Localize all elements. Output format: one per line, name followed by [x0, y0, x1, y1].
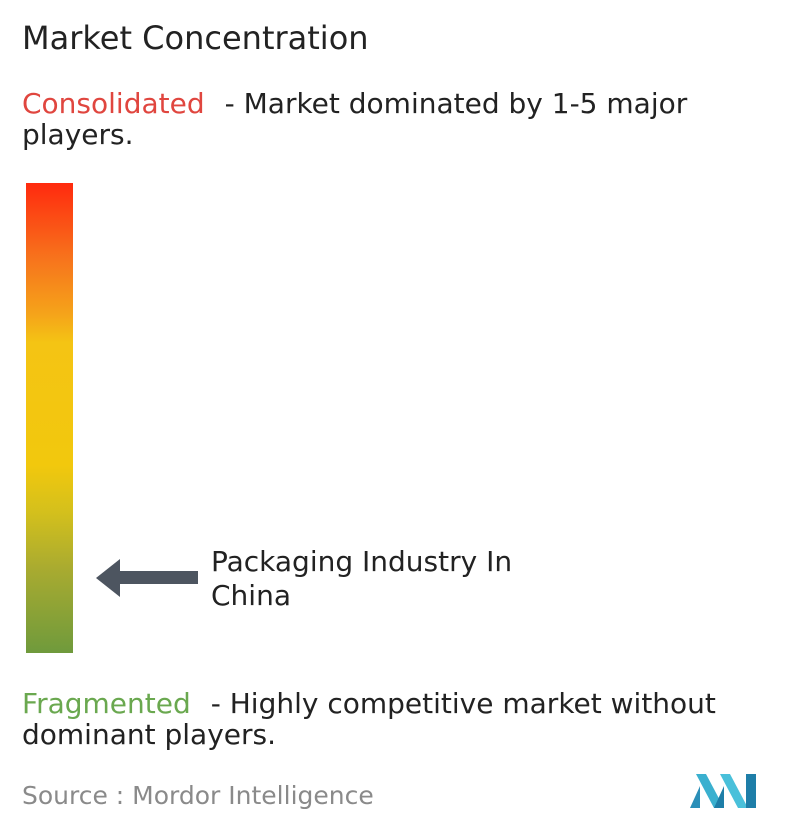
market-marker-label: Packaging Industry In China	[211, 544, 513, 612]
consolidated-text: - Market dominated by 1-5 major players.	[22, 87, 688, 151]
chart-title: Market Concentration	[22, 19, 369, 57]
source-note: Source : Mordor Intelligence	[22, 781, 374, 810]
mordor-intelligence-logo-icon	[690, 774, 756, 808]
concentration-gradient-bar	[26, 183, 73, 653]
consolidated-description: Consolidated - Market dominated by 1-5 ma…	[22, 88, 792, 150]
market-position-arrow-icon	[96, 558, 198, 597]
consolidated-term: Consolidated	[22, 87, 205, 120]
fragmented-text: - Highly competitive market without domi…	[22, 687, 716, 751]
fragmented-description: Fragmented - Highly competitive market wi…	[22, 688, 792, 750]
fragmented-term: Fragmented	[22, 687, 191, 720]
